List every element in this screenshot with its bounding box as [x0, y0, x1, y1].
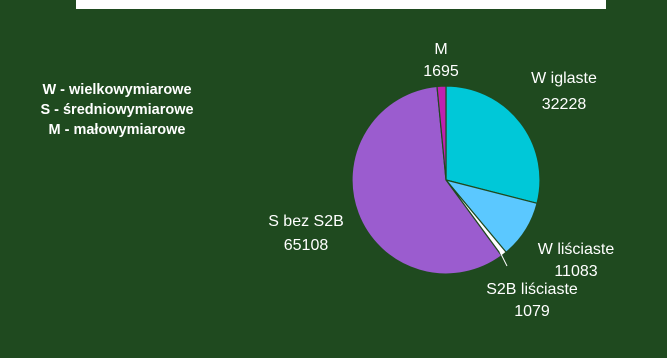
slice-label-s2b-value: 1079: [514, 303, 550, 320]
legend-line-w: W - wielkowymiarowe: [42, 82, 192, 98]
legend-line-m: M - małowymiarowe: [48, 122, 186, 138]
slice-label-m-name: M: [434, 41, 447, 58]
slice-label-s-bez-s2b-name: S bez S2B: [268, 213, 344, 230]
pie-slice-3: [351, 85, 503, 275]
slice-label-s-bez-s2b-value: 65108: [284, 237, 329, 254]
pie-slices: [351, 85, 541, 275]
leader-line-s2b: [499, 251, 508, 267]
pie-slice-4: [436, 85, 447, 181]
slice-label-w-lisciaste-name: W liściaste: [538, 241, 615, 258]
slice-label-w-iglaste-name: W iglaste: [531, 70, 597, 87]
pie-slice-0: [445, 85, 541, 205]
slice-label-w-lisciaste-value: 11083: [554, 263, 597, 280]
slice-label-m-value: 1695: [423, 63, 459, 80]
abbreviation-legend: W - wielkowymiarowe S - średniowymiarowe…: [22, 80, 212, 140]
top-banner-bar: [76, 0, 606, 9]
legend-line-s: S - średniowymiarowe: [40, 102, 194, 118]
slice-label-w-iglaste-value: 32228: [542, 96, 587, 113]
slice-label-s2b-name: S2B liściaste: [486, 281, 578, 298]
